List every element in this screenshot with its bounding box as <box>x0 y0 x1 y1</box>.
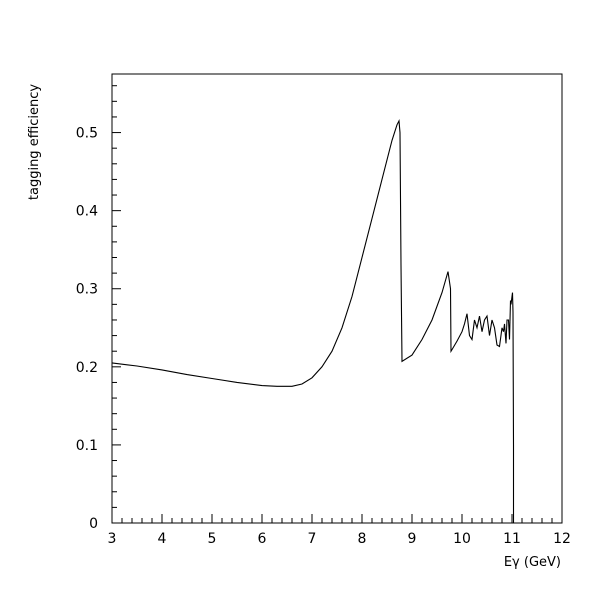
x-axis-ticks <box>111 514 563 523</box>
y-tick-label: 0.1 <box>76 438 98 454</box>
plot-frame <box>111 73 563 524</box>
y-tick-label: 0.2 <box>76 360 98 376</box>
x-axis-tick-labels: 3 4 5 6 7 8 9 10 11 12 <box>108 531 571 547</box>
x-tick-label: 12 <box>553 531 571 547</box>
y-tick-label: 0 <box>89 516 98 532</box>
x-tick-label: 3 <box>108 531 117 547</box>
y-axis-title: tagging efficiency <box>27 84 42 201</box>
x-tick-label: 7 <box>308 531 317 547</box>
y-tick-label: 0.5 <box>76 126 98 142</box>
x-tick-label: 4 <box>158 531 167 547</box>
y-tick-label: 0.3 <box>76 282 98 298</box>
y-tick-label: 0.4 <box>76 204 98 220</box>
x-tick-label: 5 <box>208 531 217 547</box>
x-tick-label: 11 <box>503 531 521 547</box>
x-tick-label: 10 <box>453 531 471 547</box>
x-tick-label: 9 <box>408 531 417 547</box>
x-tick-label: 6 <box>258 531 267 547</box>
x-tick-label: 8 <box>358 531 367 547</box>
y-axis-ticks <box>112 85 121 524</box>
efficiency-series-line <box>111 118 515 523</box>
x-axis-title: Eγ (GeV) <box>504 555 561 570</box>
y-axis-tick-labels: 0 0.1 0.2 0.3 0.4 0.5 <box>76 126 98 532</box>
